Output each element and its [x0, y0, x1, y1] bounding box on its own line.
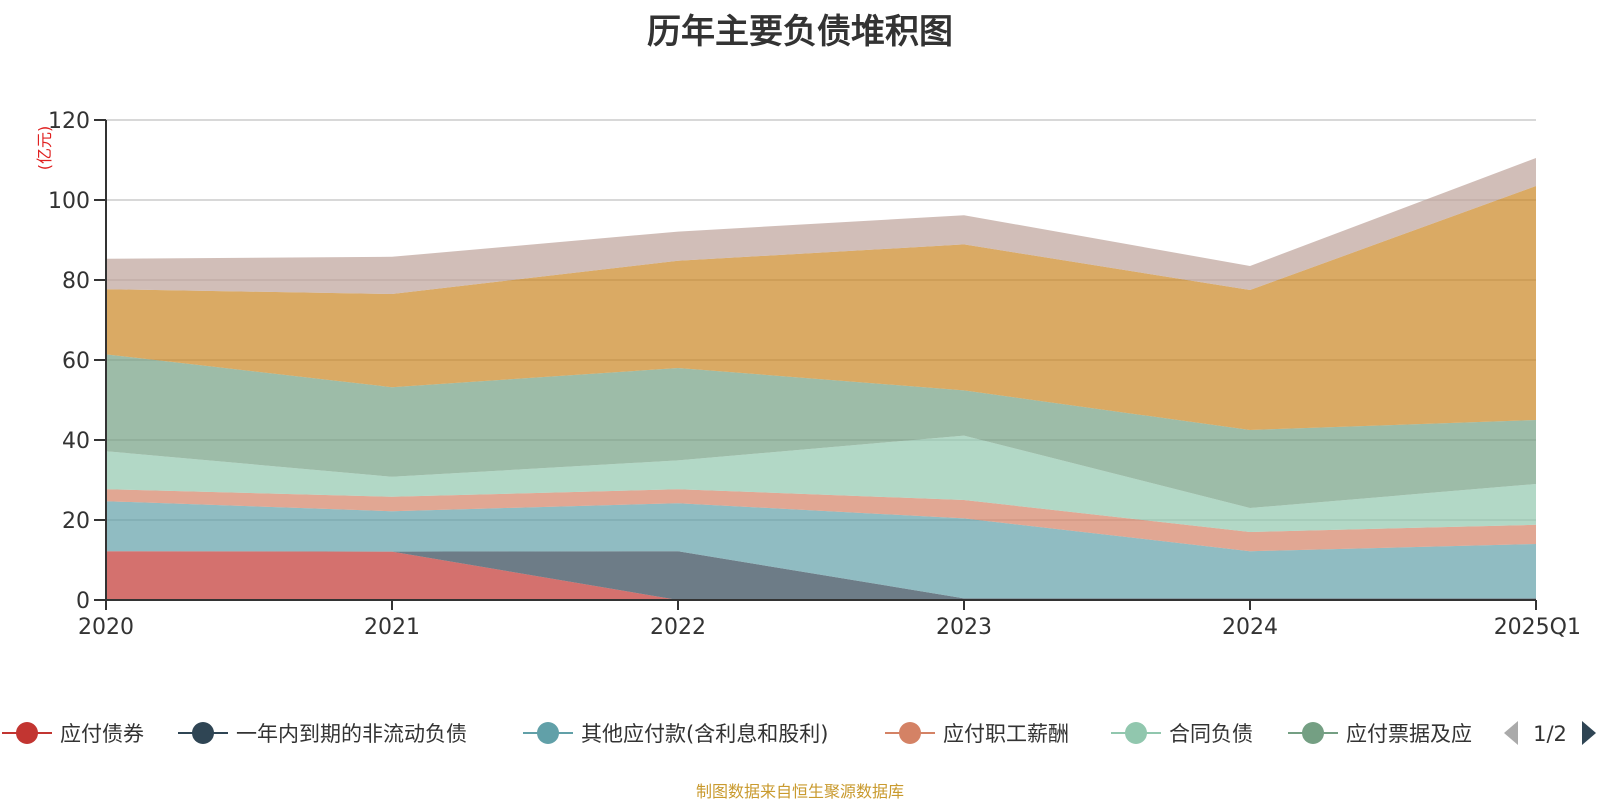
x-tick-label: 2023 — [936, 615, 992, 640]
legend-next-page-icon[interactable] — [1582, 721, 1596, 745]
chart-title: 历年主要负债堆积图 — [647, 12, 953, 52]
x-tick-label: 2025Q1 — [1494, 615, 1581, 640]
y-tick-label: 40 — [62, 429, 90, 454]
legend-label: 合同负债 — [1169, 722, 1253, 746]
legend: 应付债券 一年内到期的非流动负债 其他应付款(含利息和股利) 应付职工薪酬 合同负债 应付… — [2, 722, 1472, 746]
legend-prev-page-icon[interactable] — [1504, 721, 1518, 745]
legend-item-6[interactable]: 应付票据及应 — [1288, 722, 1472, 746]
area-series-7 — [106, 186, 1536, 430]
x-tick-label: 2022 — [650, 615, 706, 640]
x-axis-ticks: 2020 2021 2022 2023 2024 2025Q1 — [78, 600, 1581, 640]
legend-label: 其他应付款(含利息和股利) — [581, 722, 828, 746]
area-series-6 — [106, 354, 1536, 508]
y-tick-label: 20 — [62, 509, 90, 534]
legend-marker-icon — [1125, 722, 1147, 744]
legend-item-2[interactable]: 一年内到期的非流动负债 — [178, 722, 467, 746]
x-tick-label: 2020 — [78, 615, 134, 640]
legend-marker-icon — [537, 722, 559, 744]
legend-label: 应付职工薪酬 — [943, 722, 1069, 746]
area-series-3 — [106, 501, 1536, 599]
legend-label: 应付票据及应 — [1346, 722, 1472, 746]
y-tick-label: 120 — [48, 109, 90, 134]
area-series-5 — [106, 435, 1536, 532]
data-source-note: 制图数据来自恒生聚源数据库 — [695, 782, 904, 801]
legend-item-4[interactable]: 应付职工薪酬 — [885, 722, 1069, 746]
y-tick-label: 100 — [48, 189, 90, 214]
y-axis-unit-label: (亿元) — [35, 126, 54, 171]
legend-item-1[interactable]: 应付债券 — [2, 722, 144, 746]
x-tick-label: 2021 — [364, 615, 420, 640]
area-series-1 — [106, 551, 1536, 600]
y-tick-label: 60 — [62, 349, 90, 374]
y-tick-label: 80 — [62, 269, 90, 294]
legend-marker-icon — [16, 722, 38, 744]
y-tick-label: 0 — [76, 589, 90, 614]
legend-pager: 1/2 — [1504, 721, 1596, 746]
area-series-8 — [106, 158, 1536, 294]
legend-marker-icon — [899, 722, 921, 744]
legend-page-indicator: 1/2 — [1533, 722, 1567, 746]
legend-label: 应付债券 — [60, 722, 144, 746]
legend-item-5[interactable]: 合同负债 — [1111, 722, 1253, 746]
legend-marker-icon — [192, 722, 214, 744]
x-tick-label: 2024 — [1222, 615, 1278, 640]
area-series-group — [106, 158, 1536, 600]
area-series-2 — [106, 551, 1536, 600]
y-axis-ticks: 0 20 40 60 80 100 120 — [48, 109, 106, 614]
legend-item-3[interactable]: 其他应付款(含利息和股利) — [523, 722, 828, 746]
legend-label: 一年内到期的非流动负债 — [236, 722, 467, 746]
legend-marker-icon — [1302, 722, 1324, 744]
area-series-4 — [106, 489, 1536, 552]
